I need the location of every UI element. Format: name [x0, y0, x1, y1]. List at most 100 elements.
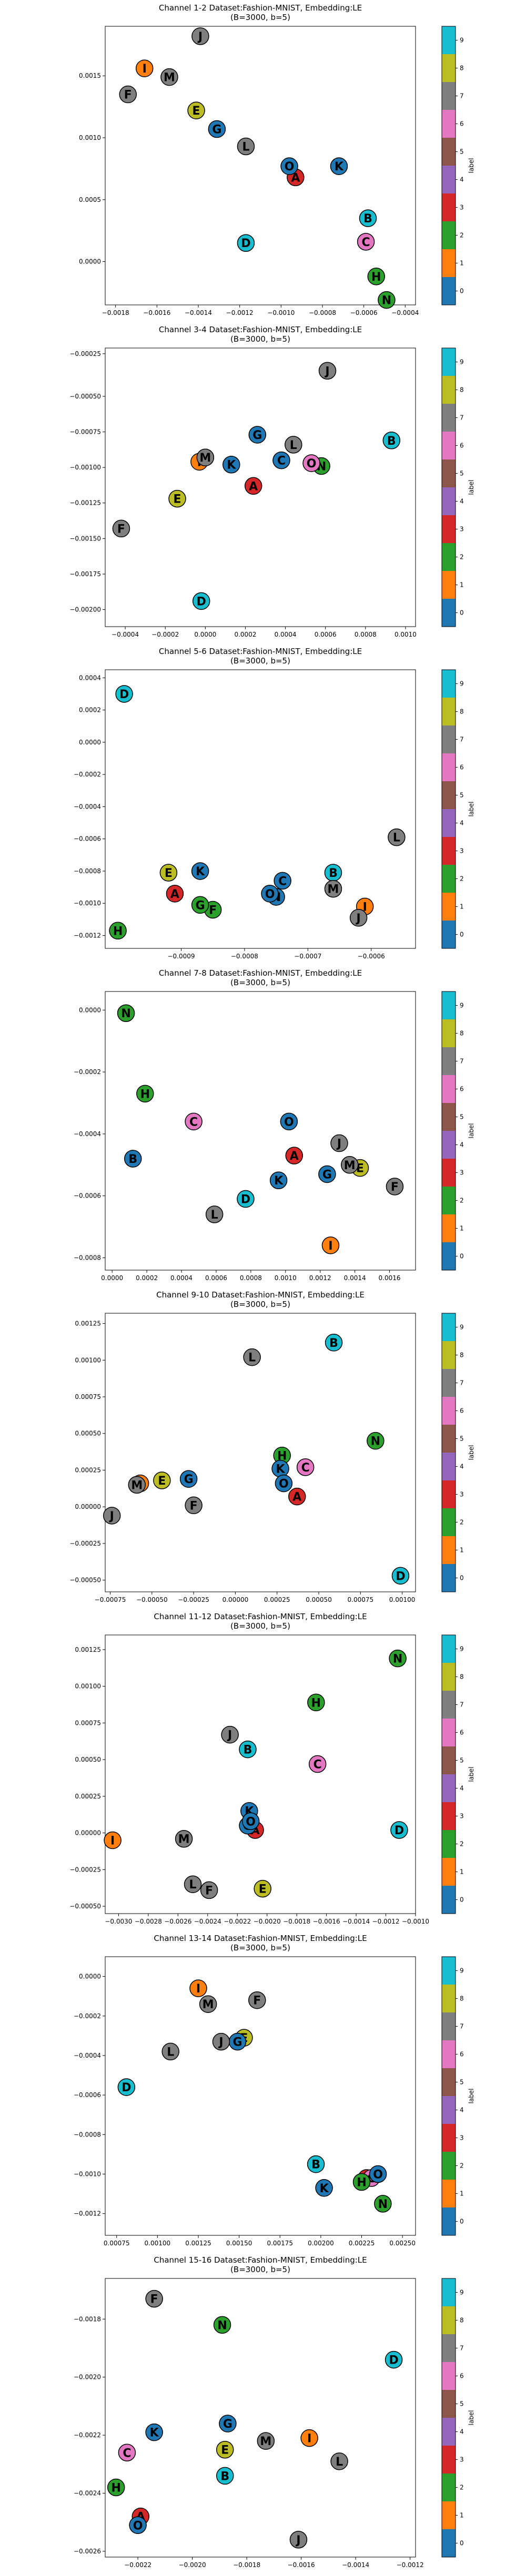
point-marker: [109, 922, 127, 940]
y-tick-label: −0.0006: [74, 2091, 101, 2099]
point-letter-label: C: [189, 1116, 198, 1129]
colorbar-tick-label: 9: [460, 1967, 464, 1975]
scatter-point: G: [219, 2415, 237, 2432]
colorbar-tick-label: 8: [460, 1673, 464, 1681]
point-marker: [208, 120, 226, 138]
x-tick-label: 0.0016: [379, 1274, 401, 1282]
x-tick-label: −0.0007: [294, 953, 321, 960]
scatter-point: C: [296, 1458, 315, 1476]
point-marker: [129, 2516, 147, 2534]
point-marker: [115, 685, 133, 703]
point-marker: [257, 2432, 275, 2450]
chart-subtitle: (B=3000, b=5): [230, 1300, 290, 1309]
colorbar-segment: [442, 725, 456, 753]
point-marker: [212, 2032, 230, 2051]
point-letter-label: D: [122, 2081, 131, 2094]
y-tick-label: −0.0020: [74, 2374, 101, 2381]
colorbar-tick-label: 1: [460, 1547, 464, 1554]
chart-title: Channel 3-4 Dataset:Fashion-MNIST, Embed…: [159, 325, 362, 334]
point-marker: [119, 85, 137, 104]
colorbar-segment: [442, 1663, 456, 1691]
x-tick-label: −0.0028: [135, 1918, 162, 1925]
colorbar-segment: [442, 1886, 456, 1914]
point-letter-label: J: [197, 30, 203, 44]
colorbar-tick-label: 4: [460, 2107, 464, 2114]
y-tick-label: −0.00175: [69, 570, 101, 578]
point-letter-label: K: [150, 2427, 159, 2440]
colorbar-segment: [442, 487, 456, 515]
point-marker: [382, 432, 401, 449]
point-letter-label: L: [393, 832, 400, 845]
point-letter-label: H: [311, 1696, 321, 1710]
colorbar-segment: [442, 1719, 456, 1746]
point-marker: [128, 1476, 146, 1494]
point-letter-label: F: [205, 1884, 213, 1897]
point-letter-label: F: [124, 89, 132, 102]
colorbar-tick-label: 9: [460, 37, 464, 44]
point-letter-label: M: [344, 1159, 356, 1172]
scatter-point: L: [285, 436, 302, 454]
colorbar-segment: [442, 2362, 456, 2390]
point-marker: [200, 1881, 218, 1899]
colorbar-segment: [442, 82, 456, 110]
colorbar-segment: [442, 2446, 456, 2473]
x-tick-label: −0.0016: [313, 1918, 340, 1925]
colorbar-tick-label: 6: [460, 1086, 464, 1093]
colorbar-segment: [442, 277, 456, 305]
colorbar: 0 1 2 3 4 5 6 7 8 9 label: [441, 347, 475, 627]
scatter-point: K: [315, 2179, 333, 2197]
colorbar-tick-label: 5: [460, 470, 464, 477]
x-tick-label: 0.00025: [264, 1596, 290, 1603]
point-marker: [269, 1171, 288, 1189]
chart-title: Channel 13-14 Dataset:Fashion-MNIST, Emb…: [154, 1934, 367, 1943]
y-tick-label: −0.0006: [74, 1192, 101, 1200]
x-tick-label: 0.00100: [145, 2240, 171, 2247]
colorbar-tick-label: 8: [460, 1030, 464, 1037]
colorbar-tick-label: 8: [460, 1995, 464, 2002]
colorbar-segment: [442, 1047, 456, 1075]
x-tick-label: 0.0008: [240, 1274, 262, 1282]
scatter-point: I: [135, 59, 154, 77]
x-tick-label: 0.0006: [315, 631, 337, 638]
scatter-point: O: [261, 885, 279, 903]
point-marker: [280, 1112, 298, 1131]
point-letter-label: L: [248, 1352, 256, 1365]
scatter-point: M: [128, 1476, 146, 1494]
point-letter-label: K: [276, 1463, 286, 1476]
point-marker: [391, 1567, 410, 1585]
point-letter-label: N: [382, 294, 391, 308]
point-marker: [274, 872, 291, 890]
point-letter-label: O: [246, 1815, 256, 1828]
x-tick-label: 0.00250: [389, 2240, 416, 2247]
scatter-point: K: [222, 455, 240, 474]
y-tick-label: 0.00050: [75, 1430, 101, 1437]
y-tick-label: −0.0004: [74, 2052, 101, 2059]
x-tick-label: 0.0010: [275, 1274, 297, 1282]
point-letter-label: M: [199, 452, 211, 465]
scatter-point: O: [302, 454, 320, 472]
y-tick-label: 0.00025: [75, 1466, 101, 1474]
point-marker: [160, 68, 178, 86]
chart-subtitle: (B=3000, b=5): [230, 334, 290, 344]
point-marker: [340, 1156, 359, 1174]
scatter-point: L: [184, 1875, 202, 1893]
chart-subtitle: (B=3000, b=5): [230, 2265, 290, 2274]
scatter-chart: Channel 11-12 Dataset:Fashion-MNIST, Emb…: [69, 1612, 475, 1925]
point-marker: [369, 2165, 387, 2183]
point-marker: [359, 209, 377, 227]
colorbar: 0 1 2 3 4 5 6 7 8 9 label: [441, 1313, 475, 1592]
chart-panel: Channel 9-10 Dataset:Fashion-MNIST, Embe…: [0, 1287, 526, 1609]
scatter-point: A: [285, 1147, 304, 1164]
colorbar-tick-label: 1: [460, 903, 464, 911]
colorbar-segment: [442, 1103, 456, 1131]
point-marker: [352, 2173, 371, 2191]
colorbar-tick-label: 4: [460, 2428, 464, 2436]
point-letter-label: K: [196, 865, 205, 878]
scatter-point: B: [324, 864, 342, 882]
point-letter-label: B: [387, 435, 396, 448]
point-marker: [389, 1649, 407, 1668]
colorbar-tick-label: 0: [460, 288, 464, 295]
point-letter-label: B: [220, 2470, 229, 2483]
x-tick-label: 0.00175: [267, 2240, 293, 2247]
x-tick-label: −0.0004: [112, 631, 139, 638]
